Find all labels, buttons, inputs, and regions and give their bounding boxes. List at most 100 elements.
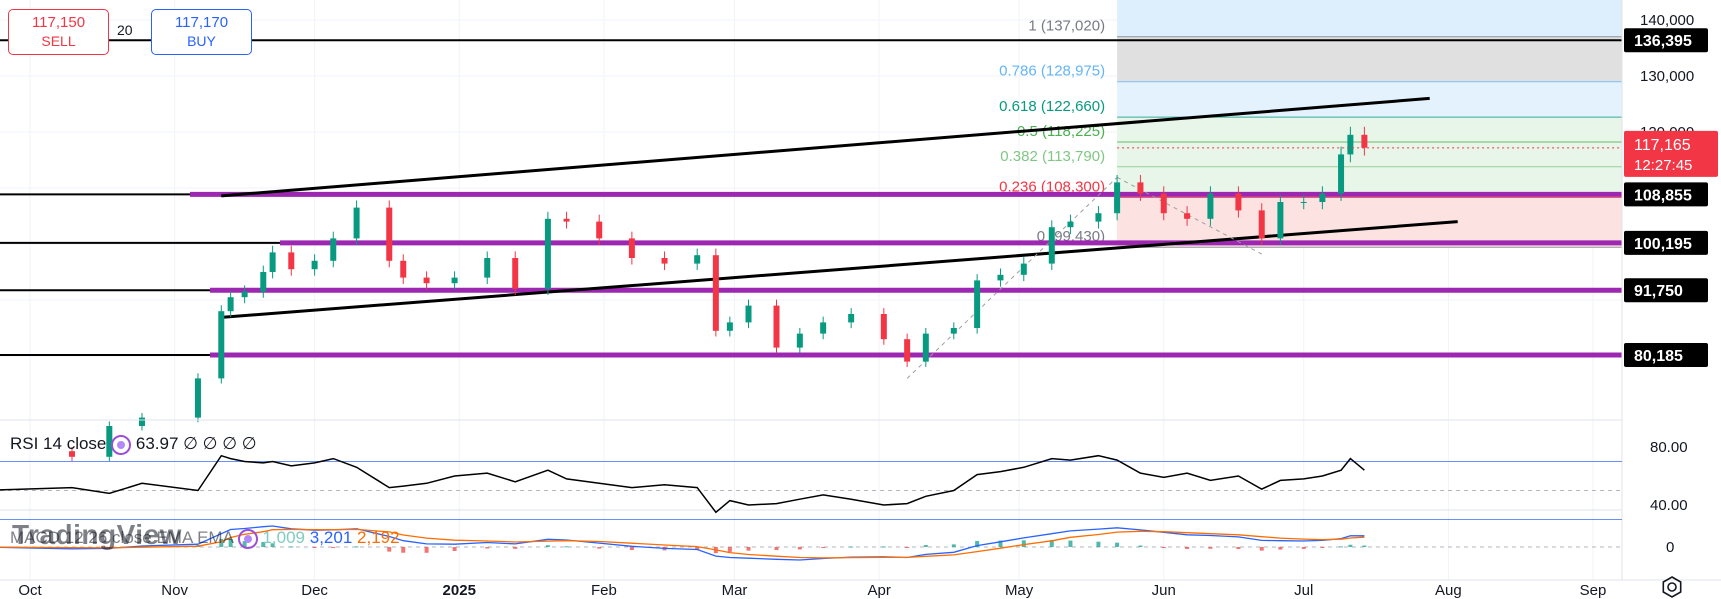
macd-histogram-bar: [354, 546, 359, 548]
candle-body: [260, 272, 267, 292]
fib-level-label: 0.618 (122,660): [999, 98, 1105, 115]
time-axis-label: Aug: [1435, 582, 1462, 599]
macd-histogram-bar: [261, 542, 266, 547]
rsi-line: [0, 454, 1365, 514]
price-axis-tick: 140,000: [1640, 12, 1694, 29]
macd-histogram-bar: [849, 546, 854, 548]
fib-level-label: 0.236 (108,300): [999, 179, 1105, 196]
tradingview-watermark: TradingView: [12, 519, 182, 550]
fib-zone: [1117, 141, 1622, 167]
macd-histogram-bar: [797, 547, 802, 550]
macd-histogram-bar: [629, 547, 634, 551]
macd-signal-value: 2,192: [357, 528, 400, 547]
fib-zone: [1117, 0, 1622, 37]
time-axis-label: Oct: [18, 582, 42, 599]
candle-body: [1338, 154, 1345, 194]
candle-body: [138, 417, 145, 426]
time-axis-label: Mar: [722, 582, 748, 599]
buy-label: BUY: [187, 33, 216, 49]
candle-body: [1114, 182, 1121, 214]
macd-histogram-bar: [545, 545, 550, 547]
candle-body: [628, 238, 635, 258]
candle-body: [880, 314, 887, 340]
candle-body: [241, 291, 248, 298]
sell-label: SELL: [41, 33, 76, 49]
candle-body: [269, 252, 276, 272]
buy-price: 117,170: [174, 14, 229, 31]
macd-histogram-bar: [998, 540, 1003, 547]
candle-body: [1277, 202, 1284, 239]
rsi-legend[interactable]: RSI 14 close 63.97 ∅ ∅ ∅ ∅: [10, 434, 257, 455]
macd-histogram-bar: [1021, 540, 1026, 547]
price-level-tag: [1624, 28, 1708, 53]
candle-body: [1361, 134, 1368, 148]
candle-body: [1160, 193, 1167, 214]
candle-body: [1137, 182, 1144, 194]
buy-button[interactable]: 117,170 BUY: [151, 9, 252, 55]
macd-histogram-bar: [1278, 547, 1283, 550]
macd-histogram-bar: [1348, 544, 1353, 547]
candle-body: [820, 322, 827, 334]
gear-icon[interactable]: [1661, 576, 1683, 598]
macd-histogram-bar: [424, 547, 429, 553]
macd-histogram-bar: [1096, 541, 1101, 547]
rsi-legend-value: 63.97: [135, 434, 179, 453]
macd-histogram-bar: [695, 547, 700, 550]
candle-body: [1048, 227, 1055, 264]
candle-body: [484, 258, 491, 278]
time-axis-label: 2025: [443, 582, 476, 599]
time-axis-label: Nov: [161, 582, 188, 599]
sell-button[interactable]: 117,150 SELL: [8, 9, 109, 55]
macd-hist-value: 1,009: [262, 528, 305, 547]
candle-body: [997, 274, 1004, 281]
macd-histogram-bar: [1138, 545, 1143, 547]
macd-histogram-bar: [270, 543, 275, 547]
macd-histogram-bar: [597, 547, 602, 549]
countdown-text: 12:27:45: [1634, 157, 1692, 174]
time-axis-label: May: [1005, 582, 1034, 599]
fib-anchor-line: [906, 176, 1118, 379]
macd-histogram-bar: [1320, 547, 1325, 548]
fib-zone: [1117, 197, 1622, 248]
time-axis-label: Sep: [1580, 582, 1607, 599]
sell-price: 117,150: [31, 14, 86, 31]
spread-value: 20: [117, 22, 133, 38]
macd-histogram-bar: [564, 546, 569, 548]
macd-histogram-bar: [951, 544, 956, 547]
candle-body: [227, 297, 234, 312]
candle-body: [848, 314, 855, 323]
price-level-tag-text: 100,195: [1634, 236, 1692, 253]
candle-body: [288, 252, 295, 270]
candle-body: [68, 451, 75, 457]
candle-body: [1235, 193, 1242, 211]
fib-level-label: 0.786 (128,975): [999, 63, 1105, 80]
macd-histogram-bar: [727, 547, 732, 552]
macd-legend[interactable]: MACD 12 26 close EMA EMA 1,009 3,201 2,1…: [10, 528, 400, 549]
macd-histogram-bar: [905, 547, 910, 548]
macd-histogram-bar: [387, 547, 392, 552]
price-level-tag: [1624, 278, 1708, 303]
macd-legend-name: MACD 12 26 close EMA EMA: [10, 528, 233, 547]
fib-level-label: 0.382 (113,790): [1000, 148, 1105, 165]
macd-histogram-bar: [1161, 547, 1166, 548]
macd-histogram-bar: [881, 546, 886, 548]
candle-body: [563, 218, 570, 222]
macd-histogram-bar: [1259, 547, 1264, 551]
candle-body: [311, 260, 318, 270]
price-level-tag: [1624, 182, 1708, 207]
macd-histogram-bar: [1115, 542, 1120, 547]
candle-body: [330, 238, 337, 261]
candle-body: [386, 207, 393, 261]
fib-zone: [1117, 81, 1622, 118]
indicator-settings-icon[interactable]: [111, 434, 132, 455]
indicator-settings-icon[interactable]: [237, 528, 258, 549]
price-level-tag-text: 91,750: [1634, 283, 1683, 300]
candle-body: [922, 333, 929, 362]
rsi-legend-extra: ∅ ∅ ∅ ∅: [183, 434, 257, 453]
macd-histogram-bar: [1049, 539, 1054, 547]
macd-signal-line: [0, 528, 1365, 559]
price-axis-tick: 130,000: [1640, 68, 1694, 85]
macd-histogram-bar: [923, 545, 928, 547]
macd-histogram-bar: [228, 539, 233, 547]
